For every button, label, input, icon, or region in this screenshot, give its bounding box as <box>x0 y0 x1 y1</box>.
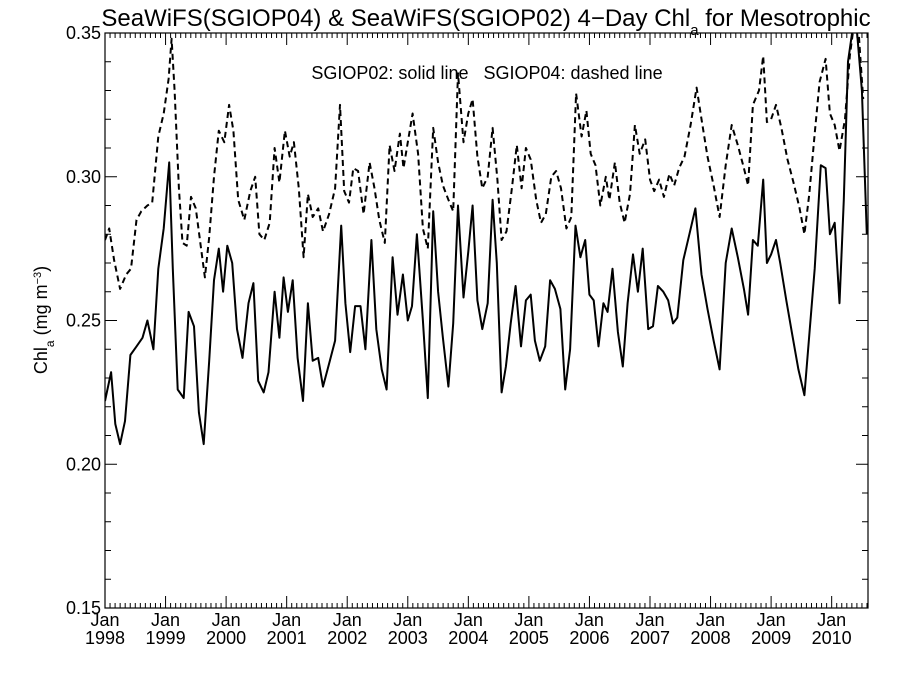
x-tick-month-label: Jan <box>333 610 362 630</box>
x-tick-month-label: Jan <box>90 610 119 630</box>
x-tick-month-label: Jan <box>635 610 664 630</box>
x-tick-month-label: Jan <box>151 610 180 630</box>
ticks-layer <box>104 32 868 609</box>
x-tick-month-label: Jan <box>817 610 846 630</box>
series-line-solid <box>105 33 868 446</box>
x-tick-month-label: Jan <box>272 610 301 630</box>
y-tick-label: 0.35 <box>66 23 101 43</box>
x-tick-year-label: 1999 <box>146 628 186 648</box>
y-tick-label: 0.30 <box>66 167 101 187</box>
x-tick-month-label: Jan <box>514 610 543 630</box>
x-tick-year-label: 2003 <box>388 628 428 648</box>
x-tick-year-label: 2010 <box>812 628 852 648</box>
x-tick-year-label: 2008 <box>691 628 731 648</box>
x-tick-year-label: 2007 <box>630 628 670 648</box>
y-tick-label: 0.20 <box>66 454 101 474</box>
x-tick-year-label: 2001 <box>267 628 307 648</box>
plot-frame <box>104 32 869 609</box>
chart-title: SeaWiFS(SGIOP04) & SeaWiFS(SGIOP02) 4−Da… <box>101 5 870 39</box>
x-tick-month-label: Jan <box>575 610 604 630</box>
x-tick-month-label: Jan <box>393 610 422 630</box>
x-tick-year-label: 2006 <box>569 628 609 648</box>
x-tick-month-label: Jan <box>696 610 725 630</box>
y-tick-label: 0.25 <box>66 311 101 331</box>
x-tick-year-label: 2000 <box>206 628 246 648</box>
x-tick-year-label: 2005 <box>509 628 549 648</box>
y-axis-label: Chla (mg m−3) <box>31 266 57 374</box>
series-layer <box>105 33 868 446</box>
x-tick-month-label: Jan <box>212 610 241 630</box>
x-tick-month-label: Jan <box>454 610 483 630</box>
legend-text: SGIOP02: solid line SGIOP04: dashed line <box>311 63 662 83</box>
x-tick-month-label: Jan <box>757 610 786 630</box>
x-tick-year-label: 2002 <box>327 628 367 648</box>
x-tick-year-label: 2004 <box>448 628 488 648</box>
x-tick-year-label: 1998 <box>85 628 125 648</box>
tick-labels-layer: 0.150.200.250.300.35Jan1998Jan1999Jan200… <box>66 23 852 648</box>
x-tick-year-label: 2009 <box>751 628 791 648</box>
y-tick-label: 0.15 <box>66 598 101 618</box>
